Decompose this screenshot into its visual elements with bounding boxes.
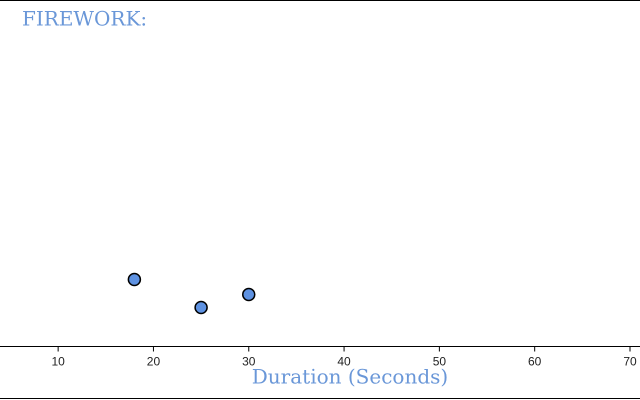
x-tick-label: 10 <box>51 355 65 369</box>
x-axis-label: Duration (Seconds) <box>252 365 448 389</box>
x-tick-label: 40 <box>337 355 351 369</box>
x-tick-label: 20 <box>147 355 161 369</box>
x-tick-label: 60 <box>528 355 542 369</box>
chart-title: FIREWORK: <box>22 7 147 31</box>
point <box>242 287 256 302</box>
x-tick-label: 70 <box>623 355 637 369</box>
x-tick-label: 30 <box>242 355 256 369</box>
point <box>194 300 208 315</box>
point <box>127 272 142 287</box>
x-tick-label: 50 <box>433 355 447 369</box>
